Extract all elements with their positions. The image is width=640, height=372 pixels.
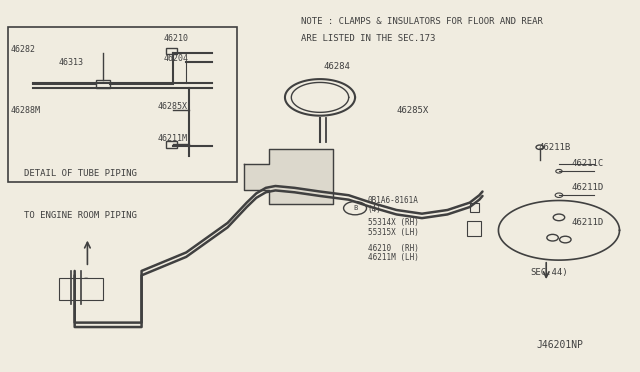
- Text: 46210: 46210: [164, 34, 189, 43]
- Text: J46201NP: J46201NP: [537, 340, 584, 350]
- Text: 55314X (RH): 55314X (RH): [368, 218, 419, 227]
- Text: 46211D: 46211D: [572, 218, 604, 227]
- Text: ARE LISTED IN THE SEC.173: ARE LISTED IN THE SEC.173: [301, 34, 435, 43]
- Text: 46210  (RH): 46210 (RH): [368, 244, 419, 253]
- Polygon shape: [244, 149, 333, 205]
- Bar: [470, 203, 479, 212]
- Text: TO ENGINE ROOM PIPING: TO ENGINE ROOM PIPING: [24, 211, 136, 220]
- Text: SEC.44): SEC.44): [531, 268, 568, 277]
- Ellipse shape: [555, 193, 563, 198]
- Text: 0B1A6-8161A: 0B1A6-8161A: [368, 196, 419, 205]
- Text: 46284: 46284: [323, 61, 350, 71]
- Ellipse shape: [536, 145, 543, 150]
- Ellipse shape: [559, 236, 571, 243]
- Bar: [59, 278, 103, 301]
- Ellipse shape: [553, 214, 564, 221]
- Ellipse shape: [60, 280, 76, 299]
- Text: NOTE : CLAMPS & INSULATORS FOR FLOOR AND REAR: NOTE : CLAMPS & INSULATORS FOR FLOOR AND…: [301, 17, 543, 26]
- Ellipse shape: [556, 169, 562, 173]
- Text: DETAIL OF TUBE PIPING: DETAIL OF TUBE PIPING: [24, 169, 136, 177]
- Text: 46285X: 46285X: [157, 102, 188, 111]
- Ellipse shape: [80, 278, 93, 293]
- Bar: [166, 48, 177, 54]
- Bar: [96, 80, 109, 88]
- Bar: [8, 27, 237, 182]
- Text: 46211M: 46211M: [157, 134, 188, 142]
- Text: 46211M (LH): 46211M (LH): [368, 253, 419, 263]
- Text: 46285X: 46285X: [396, 106, 429, 115]
- Text: B: B: [353, 205, 357, 211]
- Text: 46211C: 46211C: [572, 159, 604, 169]
- Text: 46211D: 46211D: [572, 183, 604, 192]
- Circle shape: [344, 202, 367, 215]
- Text: 46313: 46313: [59, 58, 84, 67]
- Text: 46204: 46204: [164, 54, 189, 63]
- Text: 46282: 46282: [11, 45, 36, 54]
- Text: 46211B: 46211B: [539, 143, 571, 152]
- Text: 55315X (LH): 55315X (LH): [368, 228, 419, 237]
- Text: (4): (4): [368, 205, 381, 215]
- Text: 46288M: 46288M: [11, 106, 41, 115]
- Bar: [166, 141, 177, 148]
- Bar: [467, 221, 481, 236]
- Ellipse shape: [547, 234, 558, 241]
